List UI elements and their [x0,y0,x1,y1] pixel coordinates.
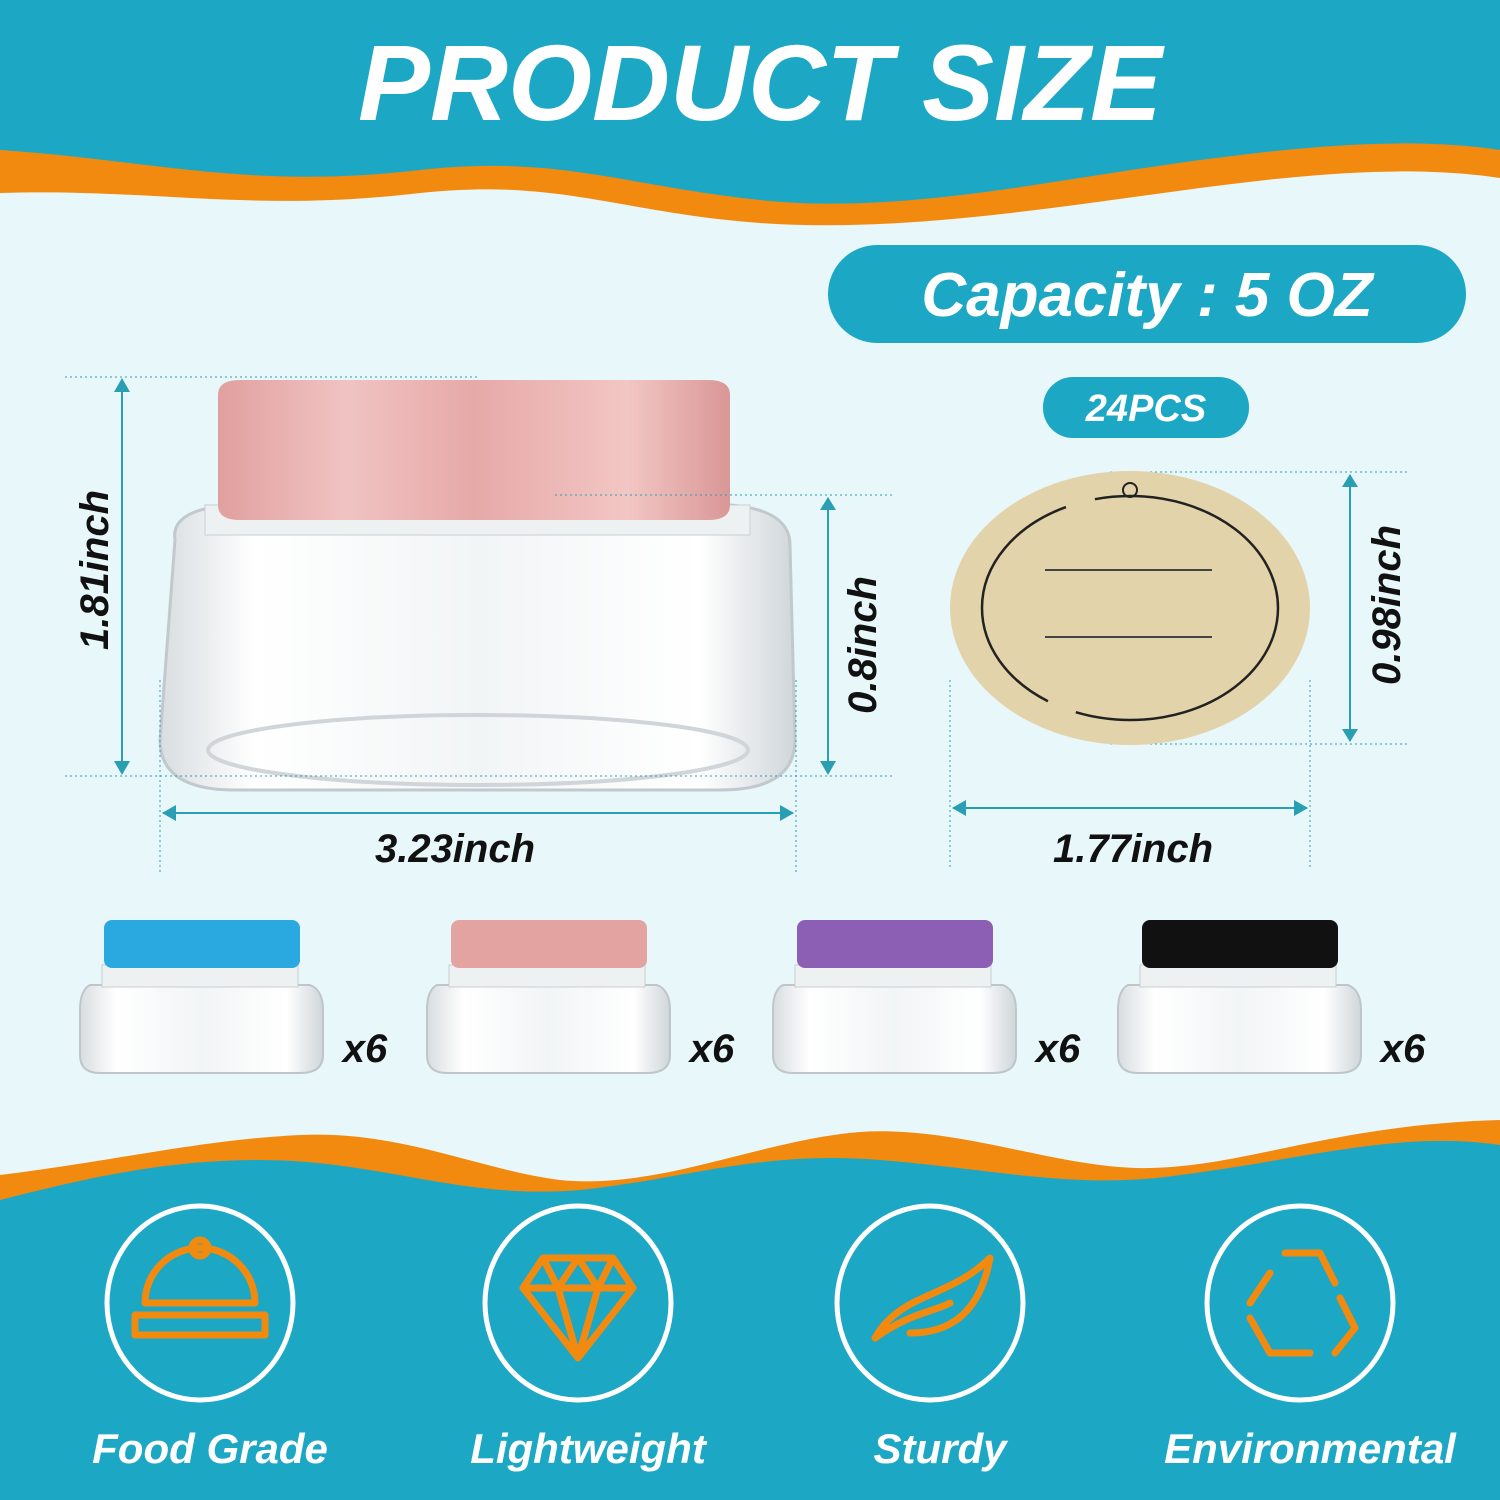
features-band [0,1120,1500,1500]
variant-count: x6 [341,1027,388,1071]
lid [1142,920,1338,968]
jar-width-label: 3.23inch [375,827,535,871]
variant-count: x6 [1034,1027,1081,1071]
variant-jar: x6 [79,920,388,1074]
feature-item: Sturdy [834,1203,1026,1472]
lid [104,920,300,968]
feature-label: Environmental [1164,1425,1457,1472]
feature-item: Food Grade [92,1203,328,1472]
jar-image [158,380,797,792]
variant-row: x6 x6 x6 x6 [79,920,1426,1074]
leaf-icon [871,1254,994,1342]
feature-label: Lightweight [470,1425,708,1472]
jar-height-label: 1.81inch [73,490,117,650]
quantity-badge: 24PCS [1043,377,1249,438]
capacity-badge: Capacity : 5 OZ [828,245,1466,343]
lid [797,920,993,968]
diamond-icon [519,1254,637,1362]
jar-body-height-label: 0.8inch [841,576,885,714]
variant-jar: x6 [1117,920,1426,1074]
recycle-icon [1246,1249,1359,1357]
feature-label: Sturdy [873,1425,1009,1472]
feature-item: Lightweight [470,1203,708,1472]
sticker-label-image [950,471,1310,745]
quantity-text: 24PCS [1085,388,1206,430]
label-width-label: 1.77inch [1053,827,1213,871]
feature-list: Food Grade Lightweight Sturdy Environmental [92,1203,1457,1472]
capacity-text: Capacity : 5 OZ [921,261,1374,330]
variant-jar: x6 [426,920,735,1074]
variant-count: x6 [1379,1027,1426,1071]
page-title: PRODUCT SIZE [358,22,1165,143]
lid [451,920,647,968]
label-height-label: 0.98inch [1365,525,1409,685]
dimension-lines [65,376,1410,875]
feature-item: Environmental [1164,1203,1457,1472]
feature-label: Food Grade [92,1425,328,1472]
food-cloche-icon [131,1236,269,1339]
variant-count: x6 [688,1027,735,1071]
header-band: PRODUCT SIZE [0,0,1500,226]
variant-jar: x6 [772,920,1081,1074]
